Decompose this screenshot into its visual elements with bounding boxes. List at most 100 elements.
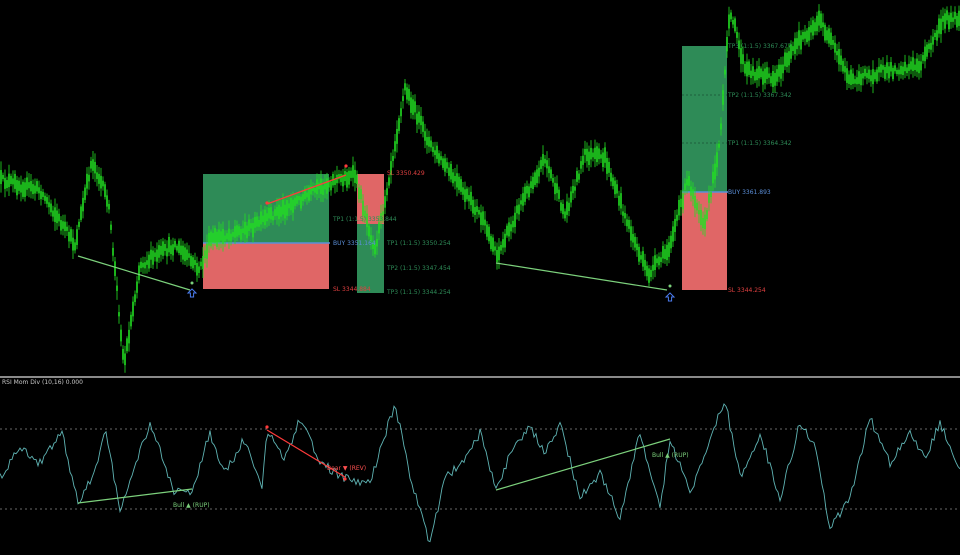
candle-body (596, 146, 598, 163)
candle-body (730, 12, 732, 20)
tp1-label-3: TP1 (1:1.5) 3364.342 (727, 140, 792, 147)
candle-body (650, 269, 652, 278)
candle-body (950, 12, 952, 22)
indicator-chart[interactable]: Bull ▲ (RUP) Bear ▼ (REV) Bull ▲ (RUP) (0, 378, 960, 555)
candle-body (264, 209, 266, 226)
candle-body (30, 181, 32, 192)
candle-body (230, 233, 232, 242)
candle-body (374, 243, 376, 255)
candle-body (510, 224, 512, 232)
candle-body (232, 232, 234, 237)
candle-body (772, 70, 774, 87)
price-chart[interactable]: BUY 3351.164 SL 3344.884 TP1 (1:1.5) 335… (0, 0, 960, 376)
candle-body (926, 44, 928, 57)
up-arrow-icon (664, 292, 676, 302)
signal-dot (190, 281, 194, 285)
candle-body (208, 232, 210, 246)
tp-zone-1 (203, 174, 329, 243)
candle-body (818, 10, 820, 26)
candle-body (940, 18, 942, 35)
candle-body (790, 44, 792, 59)
candle-body (912, 57, 914, 72)
candle-body (438, 153, 440, 164)
candle-body (942, 15, 944, 22)
candle-body (958, 10, 960, 26)
sl-label-2: SL 3350.429 (387, 170, 425, 177)
candle-body (708, 194, 710, 203)
bear-divergence-osc-1 (266, 429, 346, 478)
candle-body (96, 172, 98, 180)
candle-body (86, 173, 88, 189)
candle-body (24, 182, 26, 197)
candle-body (406, 87, 408, 100)
candle-body (692, 189, 694, 200)
candle-body (606, 157, 608, 174)
candle-body (872, 69, 874, 85)
candle-body (316, 179, 318, 195)
candle-body (126, 338, 128, 352)
candle-body (256, 216, 258, 227)
candle-body (882, 65, 884, 70)
candle-body (878, 66, 880, 73)
candle-body (14, 173, 16, 189)
candle-body (8, 173, 10, 188)
candle-body (128, 329, 130, 344)
candle-body (144, 262, 146, 269)
candle-body (530, 181, 532, 188)
pane-separator[interactable] (0, 376, 960, 378)
tp-zone-3 (682, 46, 727, 192)
candle-body (624, 212, 626, 219)
candle-body (278, 204, 280, 220)
candle-body (356, 174, 358, 184)
candle-body (124, 353, 126, 366)
candle-body (116, 285, 118, 291)
candle-body (424, 131, 426, 141)
candle-body (320, 178, 322, 194)
candle-body (152, 250, 154, 265)
candle-body (932, 36, 934, 45)
candle-body (864, 68, 866, 77)
candle-body (722, 90, 724, 105)
candle-body (346, 172, 348, 188)
candle-body (798, 30, 800, 46)
candle-body (826, 30, 828, 41)
candle-body (58, 213, 60, 222)
candle-body (576, 170, 578, 182)
candle-body (592, 152, 594, 158)
candle-body (90, 160, 92, 169)
candle-body (150, 249, 152, 260)
candle-body (640, 255, 642, 260)
candle-body (776, 69, 778, 82)
candle-body (238, 226, 240, 236)
candle-body (62, 221, 64, 229)
candle-body (480, 212, 482, 225)
candle-body (736, 31, 738, 38)
candle-body (660, 257, 662, 262)
candle-body (814, 22, 816, 32)
candle-body (420, 115, 422, 126)
candle-body (388, 177, 390, 186)
candle-body (794, 38, 796, 54)
candle-body (752, 66, 754, 76)
candle-body (572, 185, 574, 194)
candle-body (628, 219, 630, 229)
candle-body (654, 255, 656, 271)
candle-body (462, 187, 464, 195)
candle-body (726, 36, 728, 52)
candle-body (904, 61, 906, 72)
candle-body (936, 30, 938, 41)
candle-body (764, 68, 766, 84)
candle-body (526, 185, 528, 194)
candle-body (408, 88, 410, 101)
candle-body (714, 163, 716, 180)
candle-body (738, 40, 740, 50)
candle-body (796, 38, 798, 50)
candle-body (40, 191, 42, 200)
candle-body (400, 108, 402, 117)
candle-body (352, 165, 354, 178)
candle-body (348, 170, 350, 185)
candle-body (318, 182, 320, 190)
candle-body (534, 172, 536, 186)
signal-dot (668, 284, 672, 288)
candle-body (306, 192, 308, 198)
